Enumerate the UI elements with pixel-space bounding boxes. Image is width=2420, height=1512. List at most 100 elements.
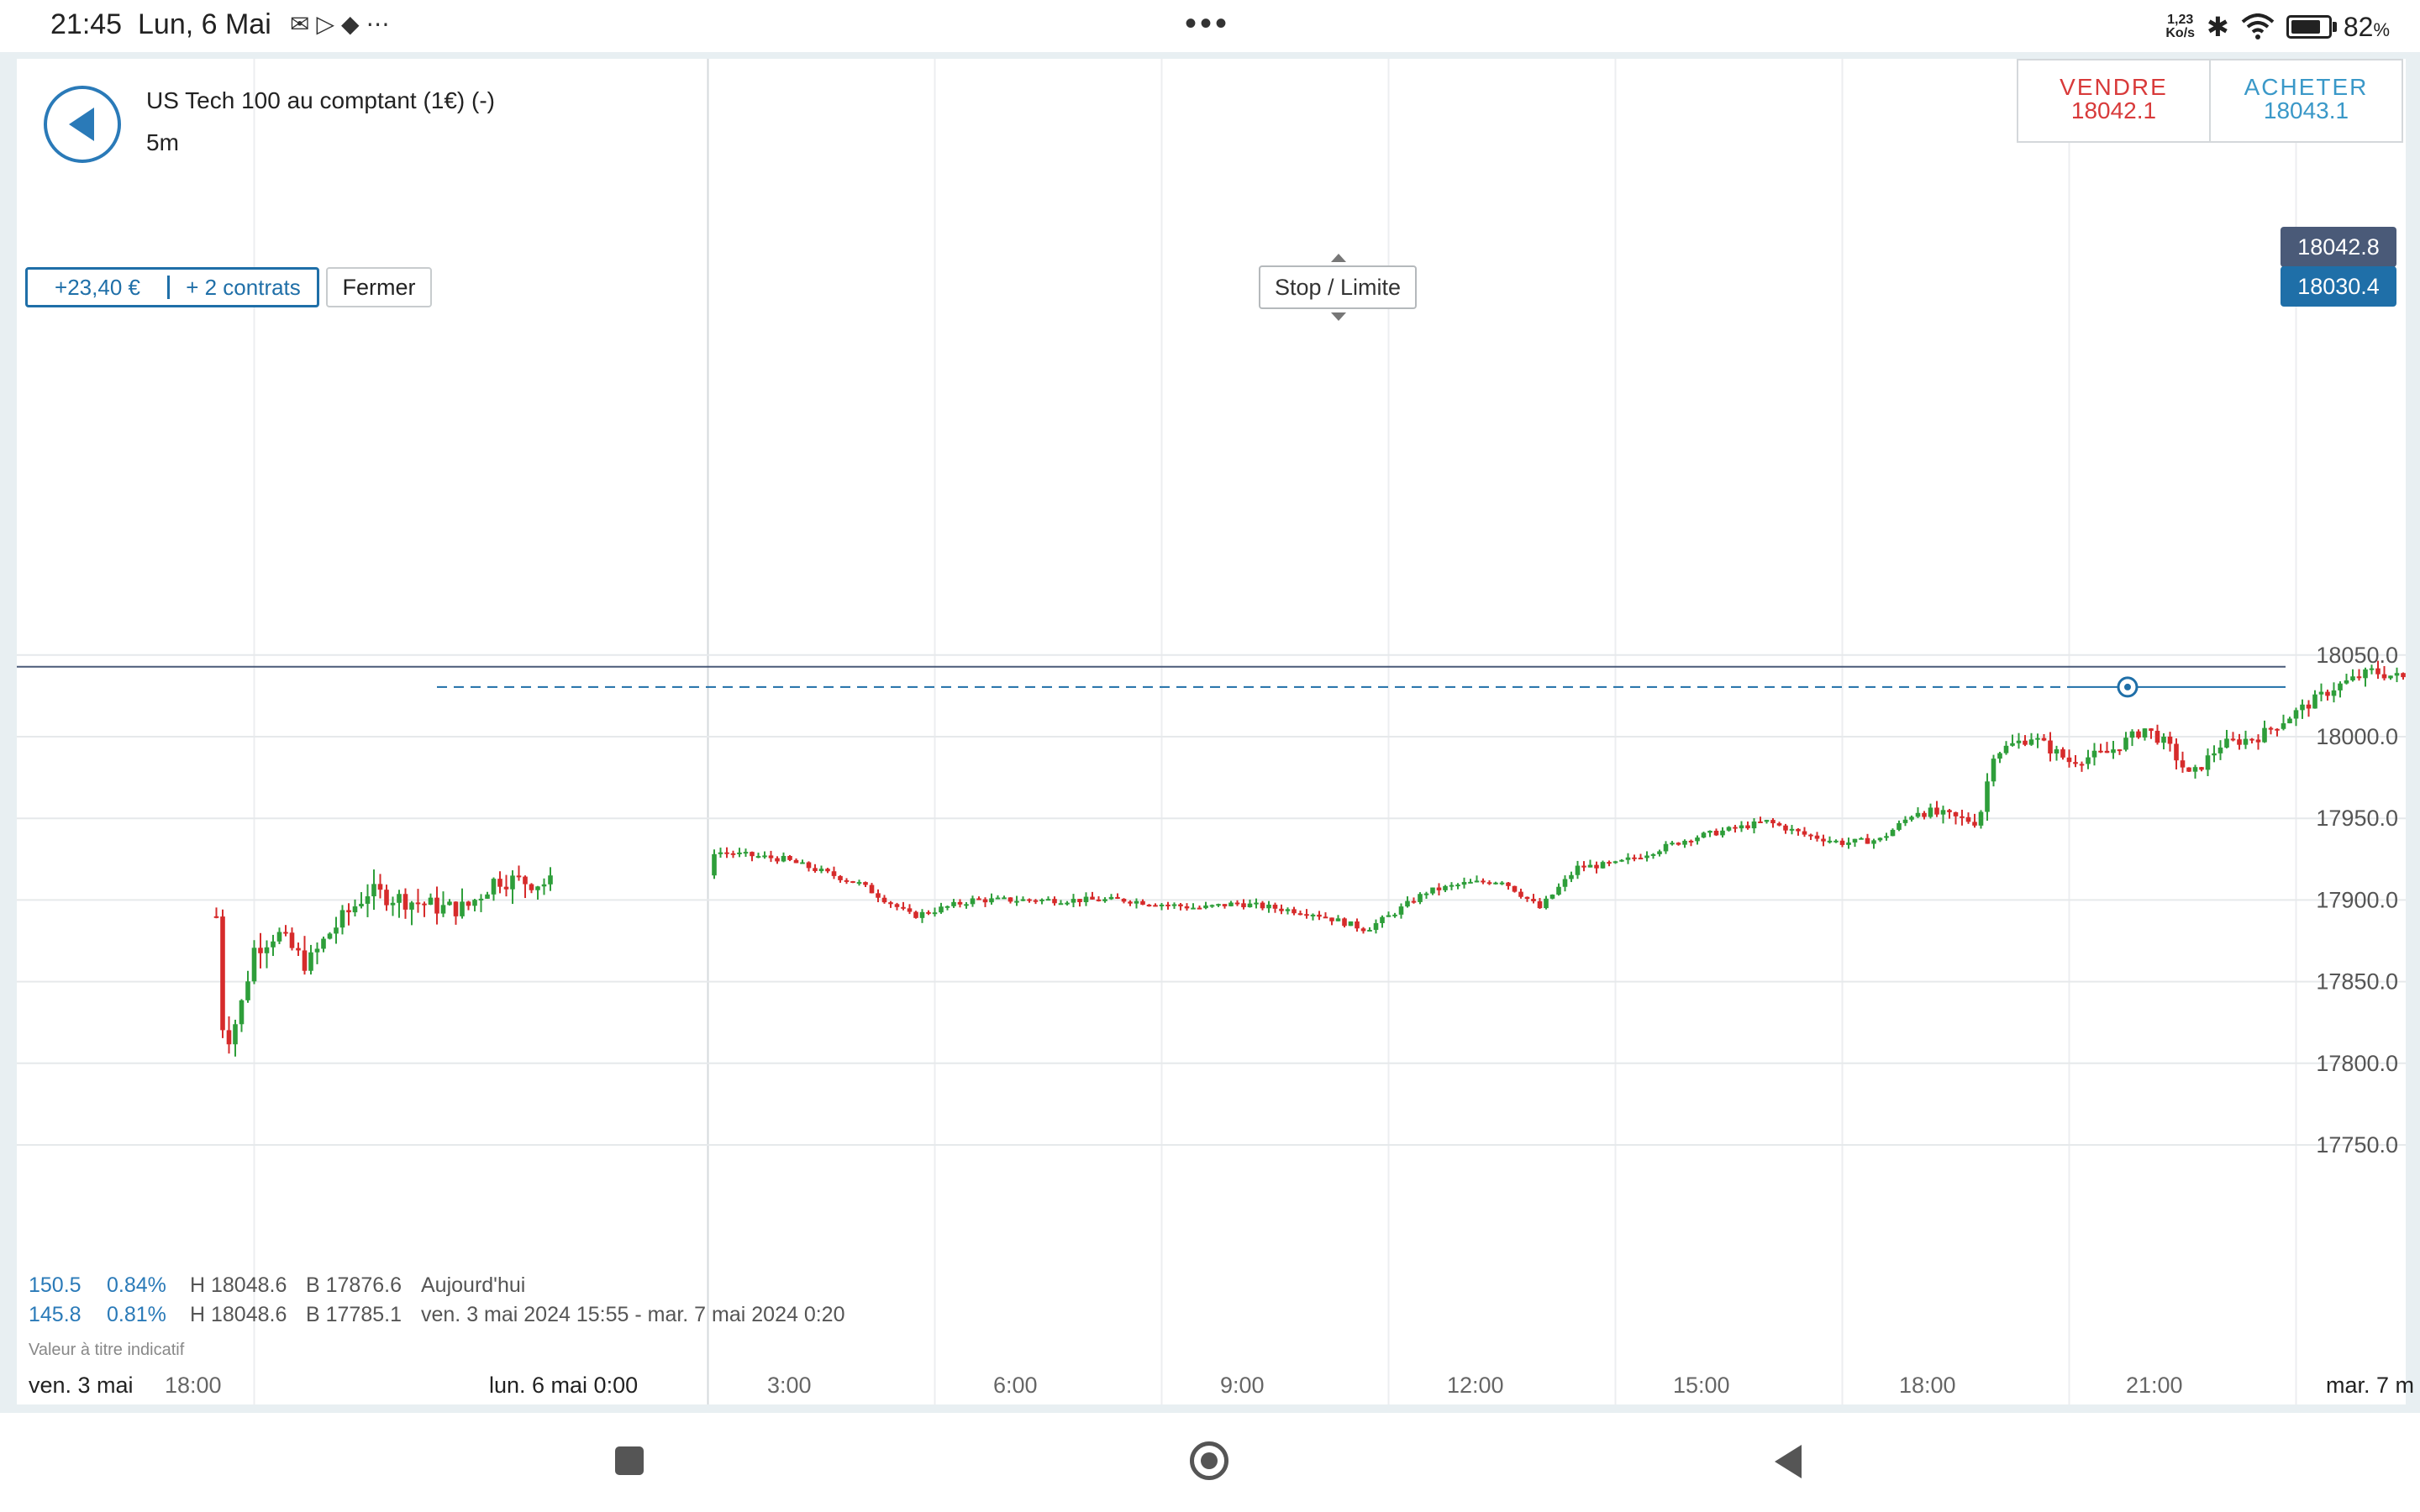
candle [1443, 885, 1448, 893]
candle [1272, 902, 1278, 913]
candle [1676, 842, 1681, 846]
entry-marker-dot [2124, 683, 2131, 690]
candle [1418, 892, 1423, 905]
candle [894, 902, 900, 911]
candle [1770, 817, 1776, 828]
home-icon[interactable] [1190, 1441, 1228, 1480]
candle [1506, 882, 1511, 890]
candle [1430, 887, 1435, 895]
candle [2287, 717, 2292, 724]
candle [264, 940, 270, 969]
candle [409, 900, 414, 926]
more-icon[interactable]: ••• [1185, 5, 1231, 42]
candle [813, 864, 818, 873]
candle [440, 891, 446, 917]
chart-panel[interactable]: 18050.0 18000.0 17950.0 17900.0 17850.0 17800… [17, 59, 2406, 1404]
candle [1625, 853, 1631, 864]
disclaimer: Valeur à titre indicatif [29, 1341, 185, 1359]
candle [787, 854, 792, 862]
candle [541, 878, 547, 895]
candle [2293, 707, 2299, 727]
x-tick-label: mar. 7 m [2326, 1373, 2415, 1398]
candle [397, 890, 402, 918]
clock: 21:45 Lun, 6 Mai [50, 8, 271, 40]
candle [226, 1016, 232, 1054]
candle [2369, 664, 2375, 675]
candle [1241, 899, 1246, 910]
wifi-icon [2241, 13, 2275, 39]
sell-button[interactable]: VENDRE 18042.1 [2018, 60, 2211, 141]
candle [1216, 903, 1221, 907]
candle [2306, 700, 2312, 717]
candle [1423, 891, 1429, 899]
candle [1096, 896, 1102, 902]
candle [1297, 910, 1303, 916]
candle [296, 942, 301, 956]
candle [1587, 859, 1593, 868]
recents-icon[interactable] [615, 1446, 644, 1475]
candle [434, 886, 439, 925]
candle [1688, 839, 1694, 847]
candle [233, 1019, 238, 1057]
candle [1486, 880, 1492, 885]
candle [314, 942, 320, 964]
candle [1531, 894, 1536, 904]
candle [1569, 871, 1574, 883]
candle [2331, 682, 2337, 703]
candle [1638, 853, 1644, 860]
candle [2041, 733, 2047, 742]
candle [970, 895, 976, 907]
position-price-tag[interactable]: 18030.4 [2281, 266, 2396, 307]
candle [503, 874, 509, 897]
candle [926, 910, 931, 916]
candle [2010, 734, 2015, 747]
back-nav-icon[interactable] [1775, 1445, 1802, 1478]
status-bar: 21:45 Lun, 6 Mai ✉▷◆⋯ ••• 1,23 Ko/s ✱ 82% [0, 0, 2420, 52]
back-arrow-icon [69, 108, 94, 141]
position-badge[interactable]: +23,40 € + 2 contrats [25, 267, 319, 307]
candle [825, 868, 830, 874]
stat-period: Aujourd'hui [421, 1273, 526, 1297]
candle [2023, 735, 2028, 747]
candle [2318, 683, 2324, 701]
candle [2300, 699, 2305, 719]
x-tick-label: 9:00 [1220, 1373, 1265, 1398]
candle [818, 865, 824, 874]
close-position-button[interactable]: Fermer [326, 267, 432, 307]
candle [1027, 898, 1032, 903]
candle [384, 885, 389, 911]
timeframe-label[interactable]: 5m [146, 129, 179, 155]
candle [1077, 899, 1082, 907]
candle [2205, 748, 2211, 776]
candle [1171, 902, 1177, 909]
buy-button[interactable]: ACHETER 18043.1 [2211, 60, 2402, 141]
candle [863, 881, 868, 887]
candle [1234, 900, 1240, 906]
candle [1922, 811, 1927, 820]
candle [1707, 830, 1712, 837]
candle [1997, 751, 2002, 764]
drag-up-icon[interactable] [1331, 254, 1346, 262]
candle [1159, 902, 1165, 911]
drag-down-icon[interactable] [1331, 312, 1346, 321]
candle [2073, 754, 2078, 768]
candle [2117, 749, 2123, 755]
candle [2375, 660, 2381, 680]
price-chart[interactable]: 18050.0 18000.0 17950.0 17900.0 17850.0 17800… [17, 59, 2406, 1404]
candle [1544, 895, 1549, 910]
stop-limit-button[interactable]: Stop / Limite [1259, 265, 1417, 309]
candle [1065, 900, 1070, 906]
candle [302, 936, 308, 975]
candle [365, 884, 371, 917]
stat-low: B 17785.1 [306, 1303, 402, 1326]
candle [881, 895, 887, 904]
candle [1386, 911, 1392, 917]
back-button[interactable] [44, 86, 121, 163]
candle [2098, 743, 2103, 753]
stat-change: 145.8 [29, 1303, 82, 1326]
candle [1575, 860, 1581, 879]
candle [1411, 897, 1417, 904]
candle [1657, 849, 1662, 857]
candle [1209, 904, 1215, 908]
candle [1405, 896, 1410, 908]
